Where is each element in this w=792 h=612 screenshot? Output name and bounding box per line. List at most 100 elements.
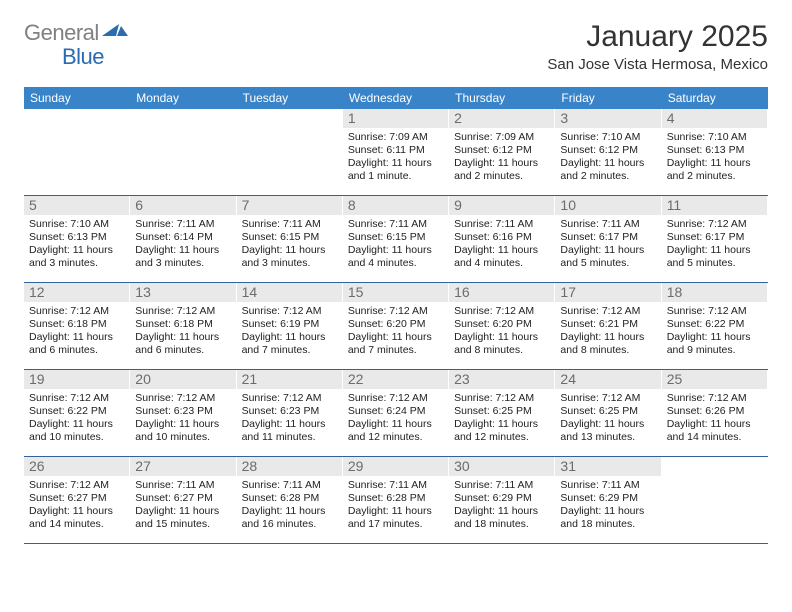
day-header-cell: Sunday: [24, 87, 130, 109]
day-header-cell: Thursday: [449, 87, 555, 109]
day-cell: 18Sunrise: 7:12 AMSunset: 6:22 PMDayligh…: [662, 283, 768, 369]
day-cell: 11Sunrise: 7:12 AMSunset: 6:17 PMDayligh…: [662, 196, 768, 282]
calendar-page: GeneralBlue January 2025 San Jose Vista …: [0, 0, 792, 564]
day-info: Sunrise: 7:12 AMSunset: 6:21 PMDaylight:…: [560, 305, 655, 358]
day-info: Sunrise: 7:10 AMSunset: 6:12 PMDaylight:…: [560, 131, 655, 184]
day-number: 31: [555, 457, 660, 476]
day-info: Sunrise: 7:12 AMSunset: 6:25 PMDaylight:…: [454, 392, 549, 445]
day-info: Sunrise: 7:12 AMSunset: 6:19 PMDaylight:…: [242, 305, 337, 358]
day-number: 15: [343, 283, 448, 302]
day-info: Sunrise: 7:11 AMSunset: 6:29 PMDaylight:…: [560, 479, 655, 532]
day-info: Sunrise: 7:11 AMSunset: 6:28 PMDaylight:…: [242, 479, 337, 532]
day-info: Sunrise: 7:11 AMSunset: 6:14 PMDaylight:…: [135, 218, 230, 271]
week-row: 26 Sunrise: 7:12 AMSunset: 6:27 PMDayligh…: [24, 457, 768, 544]
day-cell: 15 Sunrise: 7:12 AMSunset: 6:20 PMDayligh…: [343, 283, 449, 369]
day-info: Sunrise: 7:11 AMSunset: 6:27 PMDaylight:…: [135, 479, 230, 532]
week-row: 1 Sunrise: 7:09 AMSunset: 6:11 PMDaylight…: [24, 109, 768, 196]
day-number: 12: [24, 283, 129, 302]
empty-cell: [237, 109, 343, 195]
day-cell: 14Sunrise: 7:12 AMSunset: 6:19 PMDayligh…: [237, 283, 343, 369]
logo-text-gray: General: [24, 20, 99, 46]
day-number: 7: [237, 196, 342, 215]
weeks-container: 1 Sunrise: 7:09 AMSunset: 6:11 PMDaylight…: [24, 109, 768, 544]
title-block: January 2025 San Jose Vista Hermosa, Mex…: [547, 20, 768, 73]
header: GeneralBlue January 2025 San Jose Vista …: [24, 20, 768, 73]
day-info: Sunrise: 7:11 AMSunset: 6:28 PMDaylight:…: [348, 479, 443, 532]
day-number: 21: [237, 370, 342, 389]
day-info: Sunrise: 7:12 AMSunset: 6:22 PMDaylight:…: [29, 392, 124, 445]
day-cell: 22Sunrise: 7:12 AMSunset: 6:24 PMDayligh…: [343, 370, 449, 456]
empty-cell: [24, 109, 130, 195]
day-number: 29: [343, 457, 448, 476]
day-info: Sunrise: 7:12 AMSunset: 6:20 PMDaylight:…: [348, 305, 443, 358]
day-cell: 26 Sunrise: 7:12 AMSunset: 6:27 PMDayligh…: [24, 457, 130, 543]
day-header-cell: Friday: [555, 87, 661, 109]
day-header-cell: Monday: [130, 87, 236, 109]
day-number: 1: [343, 109, 448, 128]
week-row: 19Sunrise: 7:12 AMSunset: 6:22 PMDayligh…: [24, 370, 768, 457]
day-number: 28: [237, 457, 342, 476]
day-header-cell: Wednesday: [343, 87, 449, 109]
day-header-cell: Saturday: [662, 87, 768, 109]
day-info: Sunrise: 7:12 AMSunset: 6:20 PMDaylight:…: [454, 305, 549, 358]
day-number: 23: [449, 370, 554, 389]
day-cell: 29 Sunrise: 7:11 AMSunset: 6:28 PMDayligh…: [343, 457, 449, 543]
day-info: Sunrise: 7:09 AMSunset: 6:11 PMDaylight:…: [348, 131, 443, 184]
day-number: 17: [555, 283, 660, 302]
day-number: 30: [449, 457, 554, 476]
day-cell: 7 Sunrise: 7:11 AMSunset: 6:15 PMDaylight…: [237, 196, 343, 282]
day-number: 16: [449, 283, 554, 302]
day-info: Sunrise: 7:11 AMSunset: 6:17 PMDaylight:…: [560, 218, 655, 271]
day-number: 5: [24, 196, 129, 215]
day-number: 24: [555, 370, 660, 389]
logo: GeneralBlue: [24, 20, 128, 70]
day-cell: 23 Sunrise: 7:12 AMSunset: 6:25 PMDayligh…: [449, 370, 555, 456]
day-info: Sunrise: 7:12 AMSunset: 6:18 PMDaylight:…: [29, 305, 124, 358]
day-header-cell: Tuesday: [237, 87, 343, 109]
day-cell: 9Sunrise: 7:11 AMSunset: 6:16 PMDaylight…: [449, 196, 555, 282]
day-info: Sunrise: 7:12 AMSunset: 6:18 PMDaylight:…: [135, 305, 230, 358]
day-info: Sunrise: 7:09 AMSunset: 6:12 PMDaylight:…: [454, 131, 549, 184]
day-cell: 24 Sunrise: 7:12 AMSunset: 6:25 PMDayligh…: [555, 370, 661, 456]
day-number: 11: [662, 196, 767, 215]
day-cell: 13 Sunrise: 7:12 AMSunset: 6:18 PMDayligh…: [130, 283, 236, 369]
day-cell: 8Sunrise: 7:11 AMSunset: 6:15 PMDaylight…: [343, 196, 449, 282]
day-cell: 10 Sunrise: 7:11 AMSunset: 6:17 PMDayligh…: [555, 196, 661, 282]
day-info: Sunrise: 7:11 AMSunset: 6:15 PMDaylight:…: [242, 218, 337, 271]
day-cell: 25 Sunrise: 7:12 AMSunset: 6:26 PMDayligh…: [662, 370, 768, 456]
day-info: Sunrise: 7:12 AMSunset: 6:23 PMDaylight:…: [135, 392, 230, 445]
day-info: Sunrise: 7:12 AMSunset: 6:26 PMDaylight:…: [667, 392, 762, 445]
calendar: SundayMondayTuesdayWednesdayThursdayFrid…: [24, 87, 768, 544]
day-cell: 2 Sunrise: 7:09 AMSunset: 6:12 PMDaylight…: [449, 109, 555, 195]
day-cell: 21 Sunrise: 7:12 AMSunset: 6:23 PMDayligh…: [237, 370, 343, 456]
day-cell: 20 Sunrise: 7:12 AMSunset: 6:23 PMDayligh…: [130, 370, 236, 456]
day-cell: 27Sunrise: 7:11 AMSunset: 6:27 PMDayligh…: [130, 457, 236, 543]
day-number: 18: [662, 283, 767, 302]
day-number: 20: [130, 370, 235, 389]
empty-cell: [662, 457, 768, 543]
day-number: 10: [555, 196, 660, 215]
day-cell: 3Sunrise: 7:10 AMSunset: 6:12 PMDaylight…: [555, 109, 661, 195]
day-cell: 30 Sunrise: 7:11 AMSunset: 6:29 PMDayligh…: [449, 457, 555, 543]
day-info: Sunrise: 7:12 AMSunset: 6:23 PMDaylight:…: [242, 392, 337, 445]
month-title: January 2025: [547, 20, 768, 54]
empty-cell: [130, 109, 236, 195]
day-cell: 1 Sunrise: 7:09 AMSunset: 6:11 PMDaylight…: [343, 109, 449, 195]
location: San Jose Vista Hermosa, Mexico: [547, 56, 768, 73]
day-info: Sunrise: 7:10 AMSunset: 6:13 PMDaylight:…: [667, 131, 762, 184]
day-info: Sunrise: 7:12 AMSunset: 6:27 PMDaylight:…: [29, 479, 124, 532]
day-number: 26: [24, 457, 129, 476]
day-number: 2: [449, 109, 554, 128]
day-info: Sunrise: 7:11 AMSunset: 6:29 PMDaylight:…: [454, 479, 549, 532]
day-cell: 5Sunrise: 7:10 AMSunset: 6:13 PMDaylight…: [24, 196, 130, 282]
day-info: Sunrise: 7:12 AMSunset: 6:25 PMDaylight:…: [560, 392, 655, 445]
day-number: 22: [343, 370, 448, 389]
week-row: 5Sunrise: 7:10 AMSunset: 6:13 PMDaylight…: [24, 196, 768, 283]
day-cell: 4Sunrise: 7:10 AMSunset: 6:13 PMDaylight…: [662, 109, 768, 195]
day-cell: 19Sunrise: 7:12 AMSunset: 6:22 PMDayligh…: [24, 370, 130, 456]
day-number: 9: [449, 196, 554, 215]
logo-text-blue: Blue: [62, 44, 104, 70]
day-cell: 12 Sunrise: 7:12 AMSunset: 6:18 PMDayligh…: [24, 283, 130, 369]
day-number: 25: [662, 370, 767, 389]
day-number: 13: [130, 283, 235, 302]
